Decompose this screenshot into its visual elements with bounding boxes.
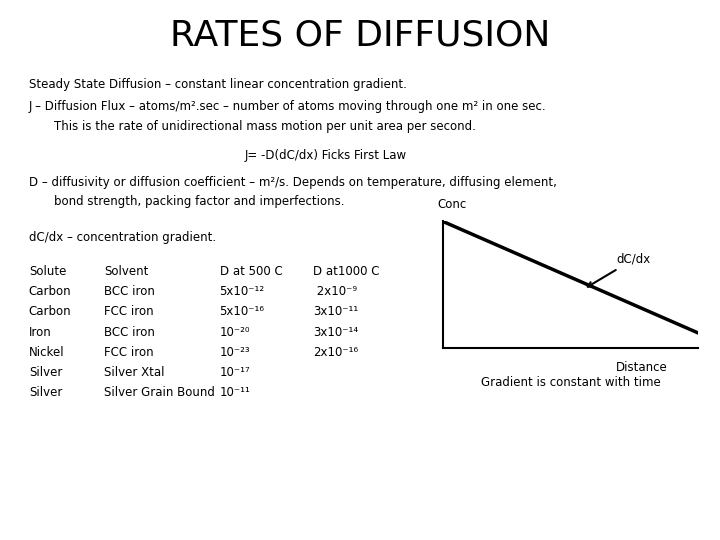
Text: RATES OF DIFFUSION: RATES OF DIFFUSION bbox=[170, 19, 550, 53]
Text: Steady State Diffusion – constant linear concentration gradient.: Steady State Diffusion – constant linear… bbox=[29, 78, 407, 91]
Text: Nickel: Nickel bbox=[29, 346, 64, 359]
Text: 5x10⁻¹²: 5x10⁻¹² bbox=[220, 285, 265, 298]
Text: BCC iron: BCC iron bbox=[104, 326, 156, 339]
Text: 2x10⁻¹⁶: 2x10⁻¹⁶ bbox=[313, 346, 359, 359]
Text: 3x10⁻¹⁴: 3x10⁻¹⁴ bbox=[313, 326, 359, 339]
Text: Distance: Distance bbox=[616, 361, 668, 374]
Text: 2x10⁻⁹: 2x10⁻⁹ bbox=[313, 285, 357, 298]
Text: J – Diffusion Flux – atoms/m².sec – number of atoms moving through one m² in one: J – Diffusion Flux – atoms/m².sec – numb… bbox=[29, 100, 546, 113]
Text: D at1000 C: D at1000 C bbox=[313, 265, 379, 278]
Text: 10⁻¹⁷: 10⁻¹⁷ bbox=[220, 366, 251, 379]
Text: Silver Xtal: Silver Xtal bbox=[104, 366, 165, 379]
Text: Iron: Iron bbox=[29, 326, 52, 339]
Text: Carbon: Carbon bbox=[29, 285, 71, 298]
Text: 3x10⁻¹¹: 3x10⁻¹¹ bbox=[313, 305, 359, 318]
Text: Silver Grain Bound: Silver Grain Bound bbox=[104, 386, 215, 399]
Text: Solvent: Solvent bbox=[104, 265, 149, 278]
Text: dC/dx – concentration gradient.: dC/dx – concentration gradient. bbox=[29, 231, 216, 244]
Text: 5x10⁻¹⁶: 5x10⁻¹⁶ bbox=[220, 305, 265, 318]
Text: J= -D(dC/dx) Ficks First Law: J= -D(dC/dx) Ficks First Law bbox=[245, 148, 407, 161]
Text: dC/dx: dC/dx bbox=[588, 253, 651, 287]
Text: Solute: Solute bbox=[29, 265, 66, 278]
Text: FCC iron: FCC iron bbox=[104, 346, 154, 359]
Text: D at 500 C: D at 500 C bbox=[220, 265, 282, 278]
Text: This is the rate of unidirectional mass motion per unit area per second.: This is the rate of unidirectional mass … bbox=[54, 120, 476, 133]
Text: 10⁻²⁰: 10⁻²⁰ bbox=[220, 326, 250, 339]
Text: D – diffusivity or diffusion coefficient – m²/s. Depends on temperature, diffusi: D – diffusivity or diffusion coefficient… bbox=[29, 176, 557, 189]
Text: FCC iron: FCC iron bbox=[104, 305, 154, 318]
Text: Silver: Silver bbox=[29, 366, 62, 379]
Text: Conc: Conc bbox=[438, 198, 467, 211]
Text: BCC iron: BCC iron bbox=[104, 285, 156, 298]
Text: Silver: Silver bbox=[29, 386, 62, 399]
Text: Gradient is constant with time: Gradient is constant with time bbox=[481, 376, 660, 389]
Text: bond strength, packing factor and imperfections.: bond strength, packing factor and imperf… bbox=[54, 195, 344, 208]
Text: 10⁻¹¹: 10⁻¹¹ bbox=[220, 386, 251, 399]
Text: 10⁻²³: 10⁻²³ bbox=[220, 346, 251, 359]
Text: Carbon: Carbon bbox=[29, 305, 71, 318]
